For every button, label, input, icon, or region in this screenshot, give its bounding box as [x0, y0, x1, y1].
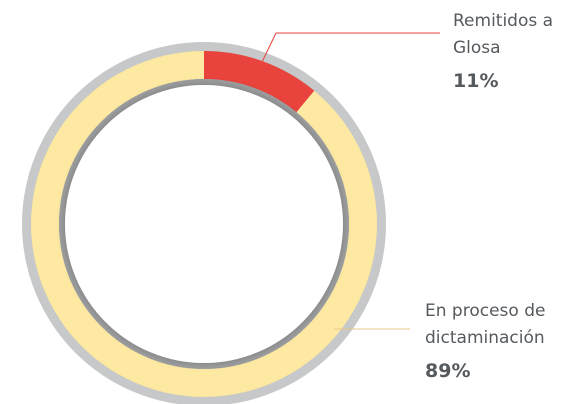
value-label: 89%: [425, 360, 471, 382]
category-label: Remitidos a Glosa: [453, 11, 554, 58]
category-label: En proceso de dictaminación: [425, 301, 546, 348]
donut-segment: [204, 51, 315, 113]
value-label: 11%: [453, 70, 499, 92]
segment-label: En proceso de dictaminación 89%: [425, 298, 580, 385]
leader-line: [261, 32, 440, 63]
segment-label: Remitidos a Glosa 11%: [453, 8, 581, 95]
center-disc: [65, 85, 343, 363]
